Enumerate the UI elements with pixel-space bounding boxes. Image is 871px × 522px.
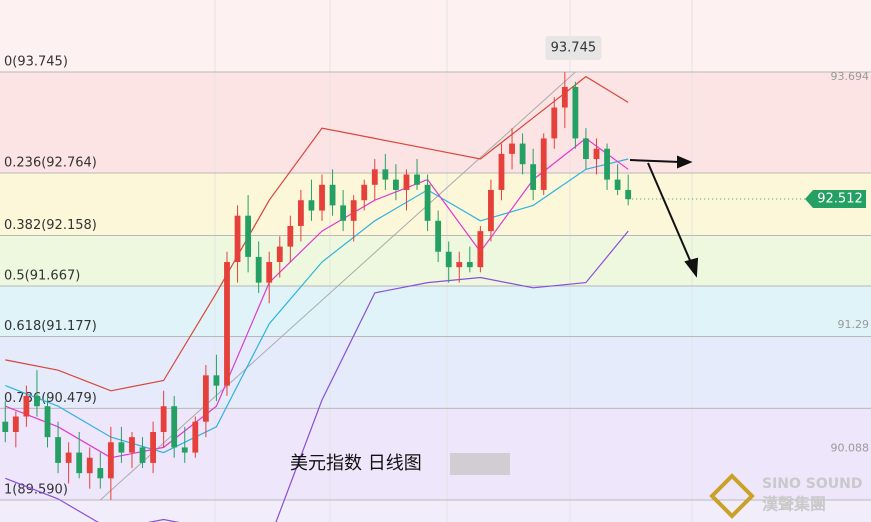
last-price-tag	[805, 189, 866, 208]
last-price-label: 92.512	[817, 191, 863, 206]
candle-body	[2, 421, 9, 432]
candle-body	[23, 395, 30, 417]
candle-body	[329, 184, 336, 206]
candle-body	[76, 452, 83, 474]
candle-body	[477, 231, 484, 268]
candle-body	[403, 174, 410, 190]
candle-body	[118, 442, 125, 453]
trend-line	[99, 71, 576, 501]
candle-body	[625, 189, 632, 200]
candle-body	[65, 452, 72, 463]
fib-label: 0(93.745)	[4, 54, 68, 69]
candle-body	[350, 200, 357, 221]
y-tick-label: 93.694	[831, 70, 870, 83]
candle-body	[139, 447, 146, 463]
band	[0, 499, 871, 522]
candle-body	[498, 153, 505, 190]
band	[0, 0, 871, 72]
candle-body	[160, 406, 167, 432]
candle-body	[129, 437, 135, 453]
candle-body	[276, 246, 283, 263]
candle-body	[361, 184, 368, 201]
candle-body	[202, 375, 209, 422]
candle-body	[583, 138, 589, 160]
candle-body	[12, 416, 19, 432]
candle-body	[34, 395, 40, 407]
candle-body	[234, 215, 241, 263]
candle-body	[86, 457, 93, 474]
fib-label: 0.236(92.764)	[4, 156, 97, 171]
candle-body	[561, 86, 568, 108]
candle-body	[540, 138, 547, 190]
fib-label: 0.382(92.158)	[4, 218, 97, 233]
fib-label: 0.618(91.177)	[4, 319, 97, 334]
candle-body	[308, 200, 315, 211]
candle-body	[44, 406, 51, 438]
watermark: SINO SOUND	[762, 476, 862, 492]
candle-body	[224, 262, 230, 386]
candle-body	[255, 256, 262, 283]
indicator-line	[5, 230, 629, 522]
fib-label: 0.5(91.667)	[4, 269, 80, 284]
candle-body	[414, 174, 420, 185]
candle-body	[593, 148, 600, 160]
candle-body	[371, 169, 378, 185]
candle-body	[245, 215, 252, 257]
y-tick-label: 90.088	[831, 442, 870, 455]
candle-body	[466, 262, 473, 268]
candle-body	[297, 200, 304, 226]
candle-body	[266, 262, 273, 283]
band	[0, 71, 871, 174]
candle-body	[509, 143, 515, 154]
watermark: 漢聲集團	[762, 495, 826, 514]
candle-body	[287, 225, 294, 247]
candle-body	[97, 468, 104, 479]
candle-body	[519, 143, 526, 165]
candle-body	[319, 184, 325, 211]
candle-body	[150, 431, 156, 463]
candle-body	[55, 437, 61, 463]
candle-body	[551, 107, 558, 139]
candle-body	[393, 179, 399, 190]
candle-body	[181, 447, 188, 453]
candle-body	[572, 86, 579, 139]
peak-label: 93.745	[551, 40, 597, 55]
candle-body	[424, 184, 431, 221]
candle-body	[530, 164, 537, 190]
logo: SINO SOUND 漢聲集團	[709, 473, 862, 519]
candle-body	[192, 421, 199, 453]
candle-body	[435, 220, 442, 252]
candle-body	[488, 189, 494, 232]
arrows	[629, 155, 699, 278]
chart-title: 美元指数 日线图	[290, 453, 422, 474]
candle-body	[614, 179, 621, 190]
candle-body	[445, 251, 452, 268]
candle-body	[604, 148, 610, 180]
candle-body	[456, 262, 463, 268]
candle-body	[213, 375, 220, 386]
y-tick-label: 91.29	[838, 318, 870, 331]
blur-box	[450, 453, 510, 475]
candle-body	[171, 406, 178, 448]
band	[0, 286, 871, 337]
candle-body	[107, 442, 114, 479]
indicator-line	[5, 75, 629, 392]
candle-body	[340, 205, 347, 221]
candle-body	[382, 169, 389, 180]
band	[0, 336, 871, 409]
peak-box	[545, 35, 602, 60]
